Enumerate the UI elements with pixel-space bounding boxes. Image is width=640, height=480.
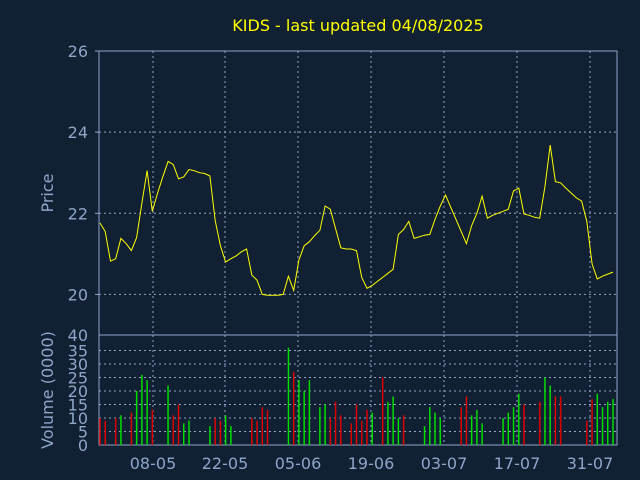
chart-title: KIDS - last updated 04/08/2025 bbox=[232, 16, 483, 35]
price-axis-label: Price bbox=[38, 173, 57, 212]
x-tick-label: 22-05 bbox=[202, 454, 249, 473]
price-tick-label: 26 bbox=[68, 42, 88, 61]
volume-tick-label: 5 bbox=[78, 423, 88, 442]
volume-tick-label: 10 bbox=[68, 409, 88, 428]
x-tick-label: 31-07 bbox=[567, 454, 614, 473]
price-tick-label: 22 bbox=[68, 204, 88, 223]
price-tick-label: 20 bbox=[68, 285, 88, 304]
x-tick-label: 03-07 bbox=[421, 454, 468, 473]
volume-tick-label: 0 bbox=[78, 436, 88, 455]
x-axis-ticks: 08-05 22-05 05-06 19-06 03-07 17-07 31-07 bbox=[130, 454, 614, 473]
price-y-ticks: 20 22 24 26 bbox=[68, 42, 99, 304]
price-tick-label: 24 bbox=[68, 123, 88, 142]
x-tick-label: 19-06 bbox=[348, 454, 395, 473]
volume-tick-label: 25 bbox=[68, 369, 88, 388]
price-grid bbox=[99, 51, 617, 335]
volume-tick-label: 35 bbox=[68, 342, 88, 361]
volume-tick-label: 20 bbox=[68, 382, 88, 401]
volume-tick-label: 40 bbox=[68, 326, 88, 345]
x-tick-label: 05-06 bbox=[275, 454, 322, 473]
x-tick-label: 17-07 bbox=[494, 454, 541, 473]
x-tick-label: 08-05 bbox=[130, 454, 177, 473]
price-line bbox=[99, 145, 614, 296]
volume-tick-label: 30 bbox=[68, 355, 88, 374]
volume-axis-label: Volume (0000) bbox=[38, 331, 57, 449]
price-panel: 20 22 24 26 Price bbox=[38, 42, 618, 336]
volume-bars bbox=[99, 347, 614, 445]
volume-tick-label: 15 bbox=[68, 396, 88, 415]
volume-plot-frame bbox=[98, 334, 618, 446]
price-plot-frame bbox=[98, 50, 618, 336]
